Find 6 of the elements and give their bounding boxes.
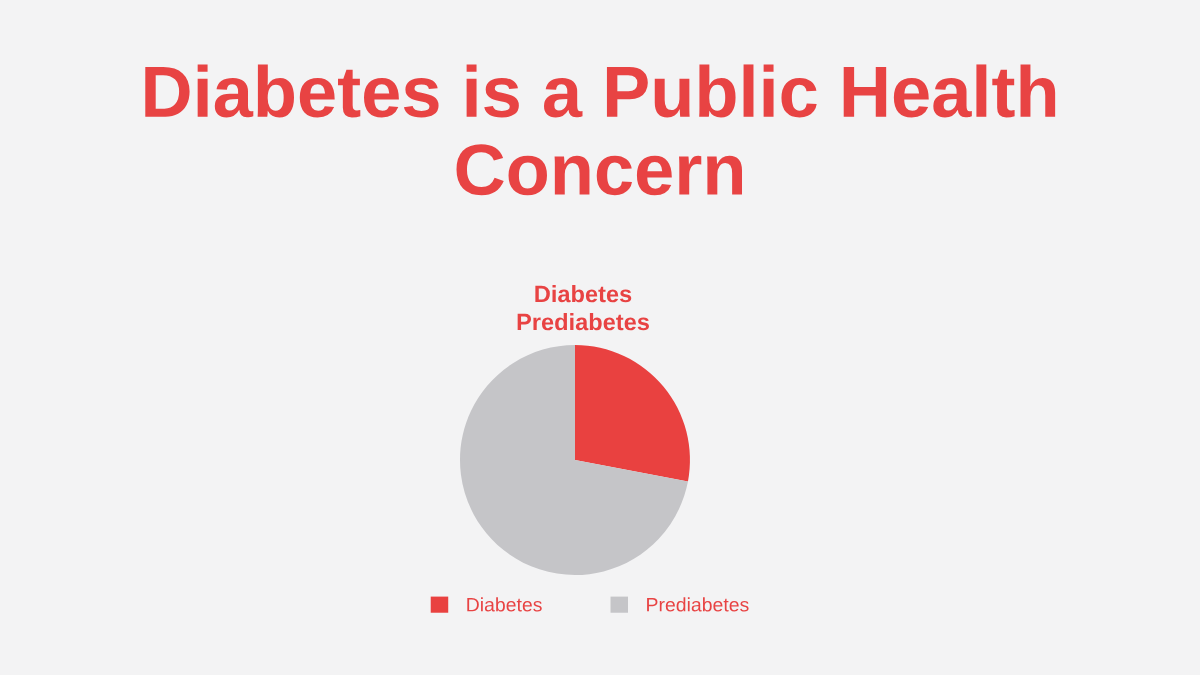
pie-slice bbox=[460, 345, 688, 575]
legend-label: Diabetes bbox=[467, 597, 542, 612]
chart-subtitle: Diabetes Prediabetes bbox=[517, 285, 649, 331]
chart-title: Diabetes is a Public Health Concern bbox=[145, 64, 1056, 196]
pie-slice bbox=[575, 345, 690, 482]
legend-label: Prediabetes bbox=[647, 597, 749, 612]
